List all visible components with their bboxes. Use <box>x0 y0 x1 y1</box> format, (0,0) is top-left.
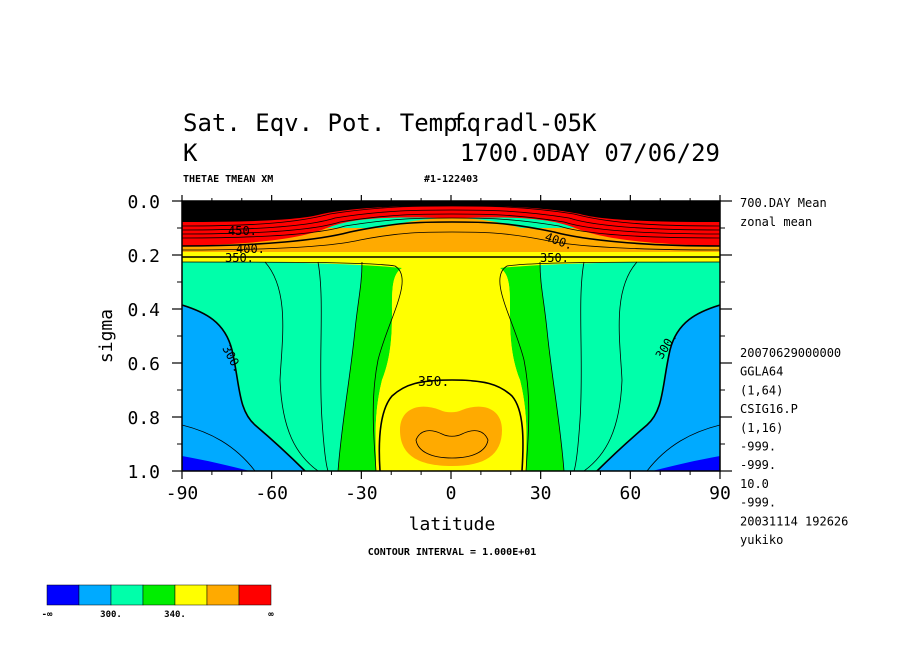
contour-label-450: 450. <box>228 224 257 238</box>
x-tick-label: -60 <box>255 483 288 504</box>
y-tick-label: 0.6 <box>127 354 160 375</box>
contour-line-340-left <box>182 261 403 471</box>
contour-interval-text: CONTOUR INTERVAL = 1.000E+01 <box>368 547 537 558</box>
info-bottom-line: CSIG16.P <box>740 402 798 416</box>
contour-line-320-right <box>573 261 585 471</box>
x-tick-label: 60 <box>619 483 641 504</box>
y-axis-label: sigma <box>96 309 117 363</box>
contour-line-350-core <box>378 379 524 471</box>
contour-line-300-right <box>596 304 720 471</box>
info-bottom-line: 20070629000000 <box>740 346 841 360</box>
contour-line-upper-2 <box>182 209 720 231</box>
title-line1-overlap: fqradl-05K <box>452 109 597 137</box>
contour-line-upper-5 <box>182 231 720 251</box>
fill-black-top <box>182 201 720 222</box>
info-bottom-line: (1,64) <box>740 383 783 397</box>
contour-line-290-left <box>182 424 256 471</box>
x-tick-label: 30 <box>530 483 552 504</box>
contour-line-360-inner <box>415 430 489 459</box>
contour-line-upper-1 <box>182 205 720 227</box>
info-bottom-line: 10.0 <box>740 477 769 491</box>
info-bottom-line: -999. <box>740 458 776 472</box>
colorbar-label: ∞ <box>268 610 274 620</box>
x-tick-label: -90 <box>166 483 199 504</box>
colorbar-swatch <box>238 584 272 606</box>
colorbar-swatch <box>110 584 144 606</box>
contour-label-400-left: 400. <box>236 242 265 256</box>
info-top-line: zonal mean <box>740 215 812 229</box>
fill-blue-right <box>597 305 720 471</box>
y-axis: 0.0 0.2 0.4 0.6 0.8 1.0 <box>127 192 732 483</box>
contour-line-upper-3 <box>182 213 720 235</box>
info-top-line: 700.DAY Mean <box>740 196 827 210</box>
contour-line-340-right <box>499 261 720 471</box>
info-bottom-line: GGLA64 <box>740 365 783 379</box>
info-bottom-line: -999. <box>740 440 776 454</box>
contour-label-350-top-left: 350. <box>225 251 254 265</box>
x-tick-label: 90 <box>709 483 731 504</box>
contour-line-310-left <box>264 261 319 471</box>
info-panel: 700.DAY Mean zonal mean 20070629000000 GGLA… <box>740 196 848 547</box>
title-line2-left: K <box>183 139 198 167</box>
subtitle-right: #1-122403 <box>424 174 478 185</box>
subtitle-left: THETAE TMEAN XM <box>183 174 273 185</box>
info-bottom-line: 20031114 192626 <box>740 514 848 528</box>
colorbar-swatch <box>46 584 80 606</box>
colorbar-label: -∞ <box>42 610 53 620</box>
contour-line-290-right <box>646 424 720 471</box>
contour-line-330-left <box>337 261 363 471</box>
x-tick-label: 0 <box>446 483 457 504</box>
fill-darkblue-right <box>652 456 720 471</box>
y-tick-label: 0.0 <box>127 192 160 213</box>
y-tick-label: 0.4 <box>127 300 160 321</box>
colorbar-swatch <box>142 584 176 606</box>
fill-darkblue-left <box>182 456 250 471</box>
fill-orange-dome <box>327 218 575 252</box>
title-line1-left: Sat. Eqv. Pot. Temp. <box>183 109 472 137</box>
contour-line-310-right <box>583 261 638 471</box>
colorbar-label: 340. <box>164 610 186 620</box>
contour-line-330-right <box>539 261 565 471</box>
title-line2-right: 1700.0DAY 07/06/29 <box>460 139 720 167</box>
x-tick-label: -30 <box>345 483 378 504</box>
fill-blue-left <box>182 305 305 471</box>
colorbar: -∞ 300. 340. ∞ <box>42 584 274 620</box>
info-bottom-line: yukiko <box>740 533 783 547</box>
contour-line-300-left <box>182 304 306 471</box>
colorbar-swatch <box>206 584 240 606</box>
contour-label-350-core: 350. <box>418 375 449 390</box>
colorbar-swatch <box>78 584 112 606</box>
contour-lines <box>182 205 720 471</box>
y-tick-label: 1.0 <box>127 462 160 483</box>
contour-line-upper-4 <box>182 217 720 239</box>
colorbar-swatch <box>174 584 208 606</box>
x-axis-label: latitude <box>409 514 496 535</box>
y-tick-label: 0.2 <box>127 246 160 267</box>
colorbar-label: 300. <box>100 610 122 620</box>
y-tick-label: 0.8 <box>127 408 160 429</box>
contour-label-350-top-right: 350. <box>540 251 569 265</box>
contour-line-320-left <box>317 261 329 471</box>
info-bottom-line: -999. <box>740 496 776 510</box>
x-axis: -90 -60 -30 0 30 60 90 <box>166 195 731 504</box>
info-bottom-line: (1,16) <box>740 421 783 435</box>
contour-line-400 <box>182 221 720 247</box>
